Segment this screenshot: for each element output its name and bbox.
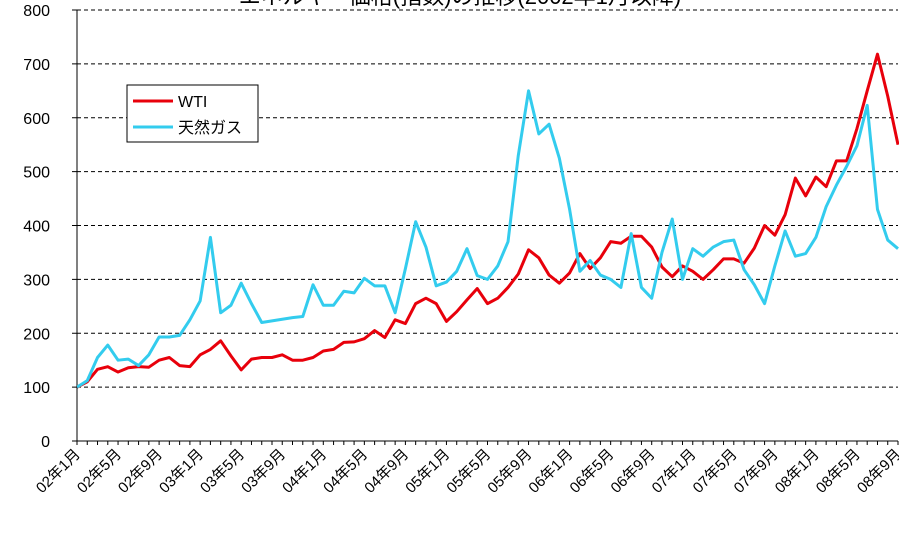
x-tick-label: 04年1月 bbox=[279, 446, 330, 497]
x-tick-label: 07年1月 bbox=[649, 446, 700, 497]
y-tick-label: 700 bbox=[23, 57, 50, 74]
x-tick-label: 04年9月 bbox=[361, 446, 412, 497]
x-tick-label: 02年1月 bbox=[33, 446, 84, 497]
x-tick-label: 08年9月 bbox=[854, 446, 899, 497]
x-tick-label: 08年5月 bbox=[813, 446, 864, 497]
x-tick-label: 05年1月 bbox=[402, 446, 453, 497]
y-tick-label: 500 bbox=[23, 165, 50, 182]
legend-label: 天然ガス bbox=[178, 119, 242, 137]
y-tick-label: 800 bbox=[23, 3, 50, 20]
x-tick-label: 05年9月 bbox=[484, 446, 535, 497]
y-tick-label: 400 bbox=[23, 219, 50, 236]
series-line bbox=[77, 52, 899, 389]
plot bbox=[77, 52, 899, 389]
x-tick-label: 06年1月 bbox=[525, 446, 576, 497]
y-tick-label: 0 bbox=[41, 434, 50, 451]
x-tick-label: 04年5月 bbox=[320, 446, 371, 497]
chart-title: エネルギー価格(指数)の推移(2002年1月以降) bbox=[239, 0, 681, 9]
y-tick-label: 600 bbox=[23, 111, 50, 128]
series-line bbox=[77, 89, 899, 389]
x-tick-label: 03年1月 bbox=[156, 446, 207, 497]
x-tick-label: 02年9月 bbox=[115, 446, 166, 497]
x-tick-label: 07年9月 bbox=[731, 446, 782, 497]
x-tick-label: 03年9月 bbox=[238, 446, 289, 497]
y-tick-label: 200 bbox=[23, 326, 50, 343]
x-tick-label: 07年5月 bbox=[690, 446, 741, 497]
x-tick-label: 06年9月 bbox=[608, 446, 659, 497]
x-tick-label: 02年5月 bbox=[74, 446, 125, 497]
x-tick-label: 05年5月 bbox=[443, 446, 494, 497]
x-tick-label: 06年5月 bbox=[567, 446, 618, 497]
legend-label: WTI bbox=[178, 94, 207, 111]
legend-box bbox=[126, 84, 259, 143]
y-tick-label: 100 bbox=[23, 380, 50, 397]
x-tick-label: 03年5月 bbox=[197, 446, 248, 497]
x-tick-label: 08年1月 bbox=[772, 446, 823, 497]
y-tick-label: 300 bbox=[23, 272, 50, 289]
